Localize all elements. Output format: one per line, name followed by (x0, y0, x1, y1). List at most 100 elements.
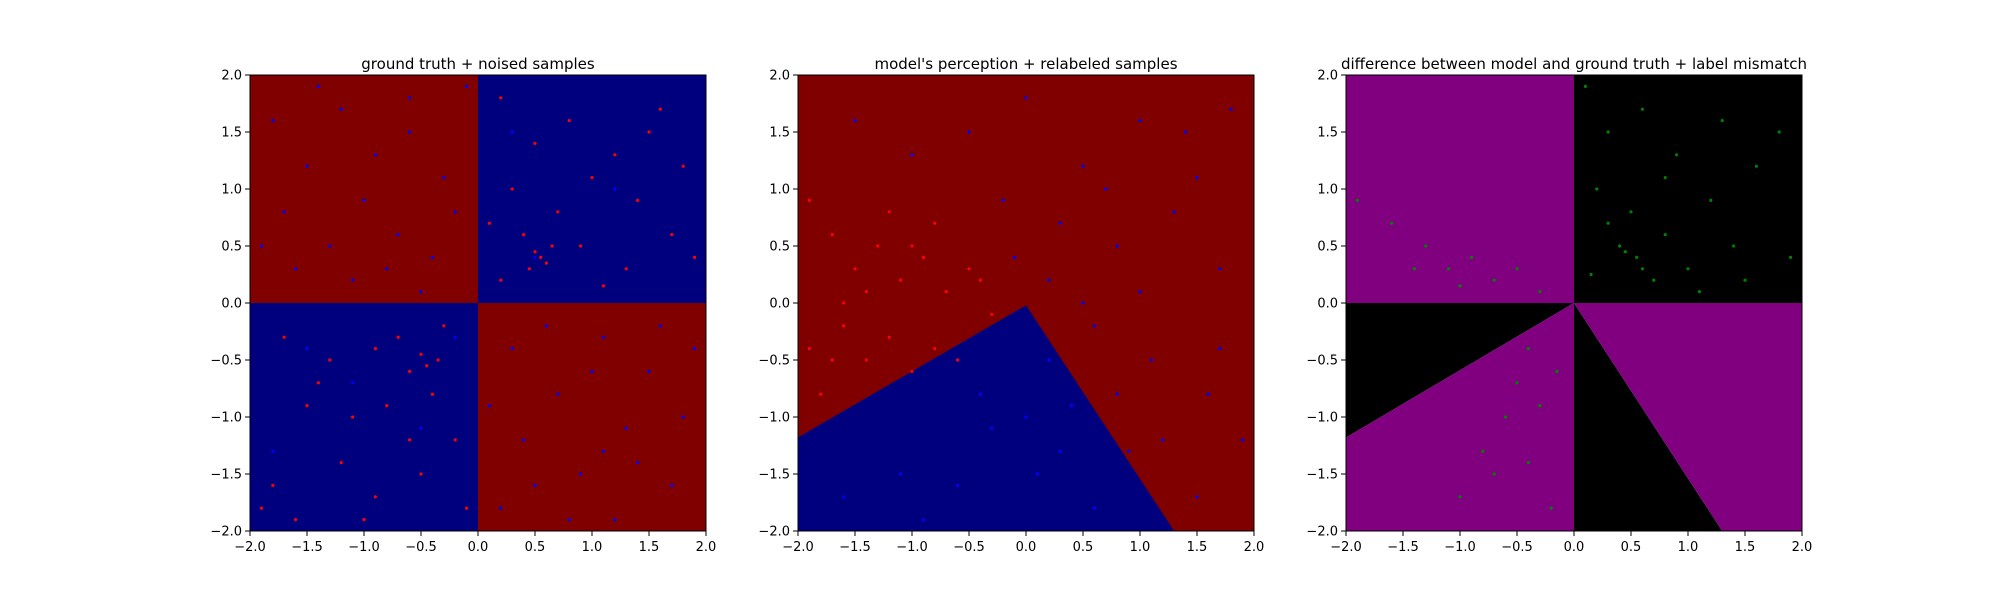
sample-point (853, 267, 857, 271)
sample-point (670, 483, 674, 487)
sample-point (601, 335, 605, 339)
x-tick-label: 1.5 (1735, 540, 1756, 555)
y-tick-label: 1.0 (1317, 183, 1338, 198)
sample-point (1184, 130, 1188, 134)
x-tick-label: −2.0 (782, 540, 814, 555)
sample-point (613, 518, 617, 522)
x-tick-label: −0.5 (953, 540, 985, 555)
sample-point (316, 84, 320, 88)
sample-point (294, 518, 298, 522)
sample-point (1013, 255, 1017, 259)
sample-point (351, 381, 355, 385)
sample-point (590, 369, 594, 373)
sample-point (590, 176, 594, 180)
sample-point (1127, 449, 1131, 453)
sample-point (1720, 119, 1724, 123)
sample-point (1058, 449, 1062, 453)
sample-point (510, 187, 514, 191)
sample-point (1035, 472, 1039, 476)
sample-point (425, 364, 429, 368)
sample-point (1424, 244, 1428, 248)
x-axis: −2.0 −1.5 −1.0 −0.5 0.0 0.5 1.0 1.5 2.0 (782, 531, 1264, 555)
sample-point (419, 352, 423, 356)
sample-point (1789, 255, 1793, 259)
sample-point (1092, 324, 1096, 328)
sample-point (305, 164, 309, 168)
y-tick-label: −2.0 (1306, 525, 1338, 540)
sample-point (1606, 130, 1610, 134)
sample-point (601, 284, 605, 288)
sample-point (1092, 506, 1096, 510)
sample-point (430, 255, 434, 259)
sample-point (339, 461, 343, 465)
region-class-b-wedge (798, 305, 1175, 531)
y-tick-label: −1.5 (1306, 468, 1338, 483)
sample-point (567, 518, 571, 522)
sample-point (1115, 392, 1119, 396)
sample-point (1652, 278, 1656, 282)
x-axis: −2.0 −1.5 −1.0 −0.5 0.0 0.5 1.0 1.5 2.0 (1330, 531, 1812, 555)
sample-point (1161, 438, 1165, 442)
sample-point (567, 119, 571, 123)
sample-point (539, 255, 543, 259)
sample-point (1047, 278, 1051, 282)
sample-point (624, 267, 628, 271)
sample-point (1663, 233, 1667, 237)
decision-background (250, 75, 706, 531)
sample-point (487, 221, 491, 225)
sample-point (842, 495, 846, 499)
sample-point (1526, 347, 1530, 351)
sample-point (1447, 267, 1451, 271)
sample-point (373, 153, 377, 157)
x-tick-label: 1.0 (1678, 540, 1699, 555)
sample-point (1047, 358, 1051, 362)
sample-point (978, 278, 982, 282)
sample-point (1686, 267, 1690, 271)
sample-point (1732, 244, 1736, 248)
sample-point (1549, 506, 1553, 510)
sample-point (408, 369, 412, 373)
panel-title: model's perception + relabeled samples (874, 55, 1177, 73)
sample-point (1149, 358, 1153, 362)
sample-point (636, 461, 640, 465)
sample-point (1515, 267, 1519, 271)
sample-point (499, 506, 503, 510)
y-tick-label: −0.5 (758, 354, 790, 369)
sample-point (1515, 381, 1519, 385)
sample-point (1195, 495, 1199, 499)
sample-point (853, 119, 857, 123)
y-tick-label: −1.0 (1306, 411, 1338, 426)
sample-point (1709, 198, 1713, 202)
region-top-left (250, 75, 478, 303)
y-tick-label: 1.5 (769, 126, 790, 141)
y-axis: −2.0 −1.5 −1.0 −0.5 0.0 0.5 1.0 1.5 2.0 (1306, 69, 1346, 540)
y-tick-label: −2.0 (758, 525, 790, 540)
sample-point (899, 472, 903, 476)
sample-point (842, 324, 846, 328)
sample-point (921, 518, 925, 522)
x-tick-label: 1.0 (1130, 540, 1151, 555)
sample-point (419, 290, 423, 294)
sample-point (442, 324, 446, 328)
y-tick-label: 2.0 (769, 69, 790, 84)
x-tick-label: −1.0 (896, 540, 928, 555)
sample-point (408, 438, 412, 442)
sample-point (624, 426, 628, 430)
sample-point (499, 278, 503, 282)
sample-point (1754, 164, 1758, 168)
sample-point (910, 244, 914, 248)
sample-point (527, 267, 531, 271)
sample-point (1589, 272, 1593, 277)
sample-point (681, 164, 685, 168)
sample-point (339, 107, 343, 111)
sample-points (259, 84, 697, 522)
sample-point (328, 244, 332, 248)
sample-point (465, 506, 469, 510)
sample-point (899, 278, 903, 282)
y-tick-label: 0.0 (1317, 297, 1338, 312)
y-tick-label: −1.5 (210, 468, 242, 483)
sample-point (1218, 267, 1222, 271)
sample-point (510, 130, 514, 134)
sample-point (499, 96, 503, 100)
sample-point (1777, 130, 1781, 134)
